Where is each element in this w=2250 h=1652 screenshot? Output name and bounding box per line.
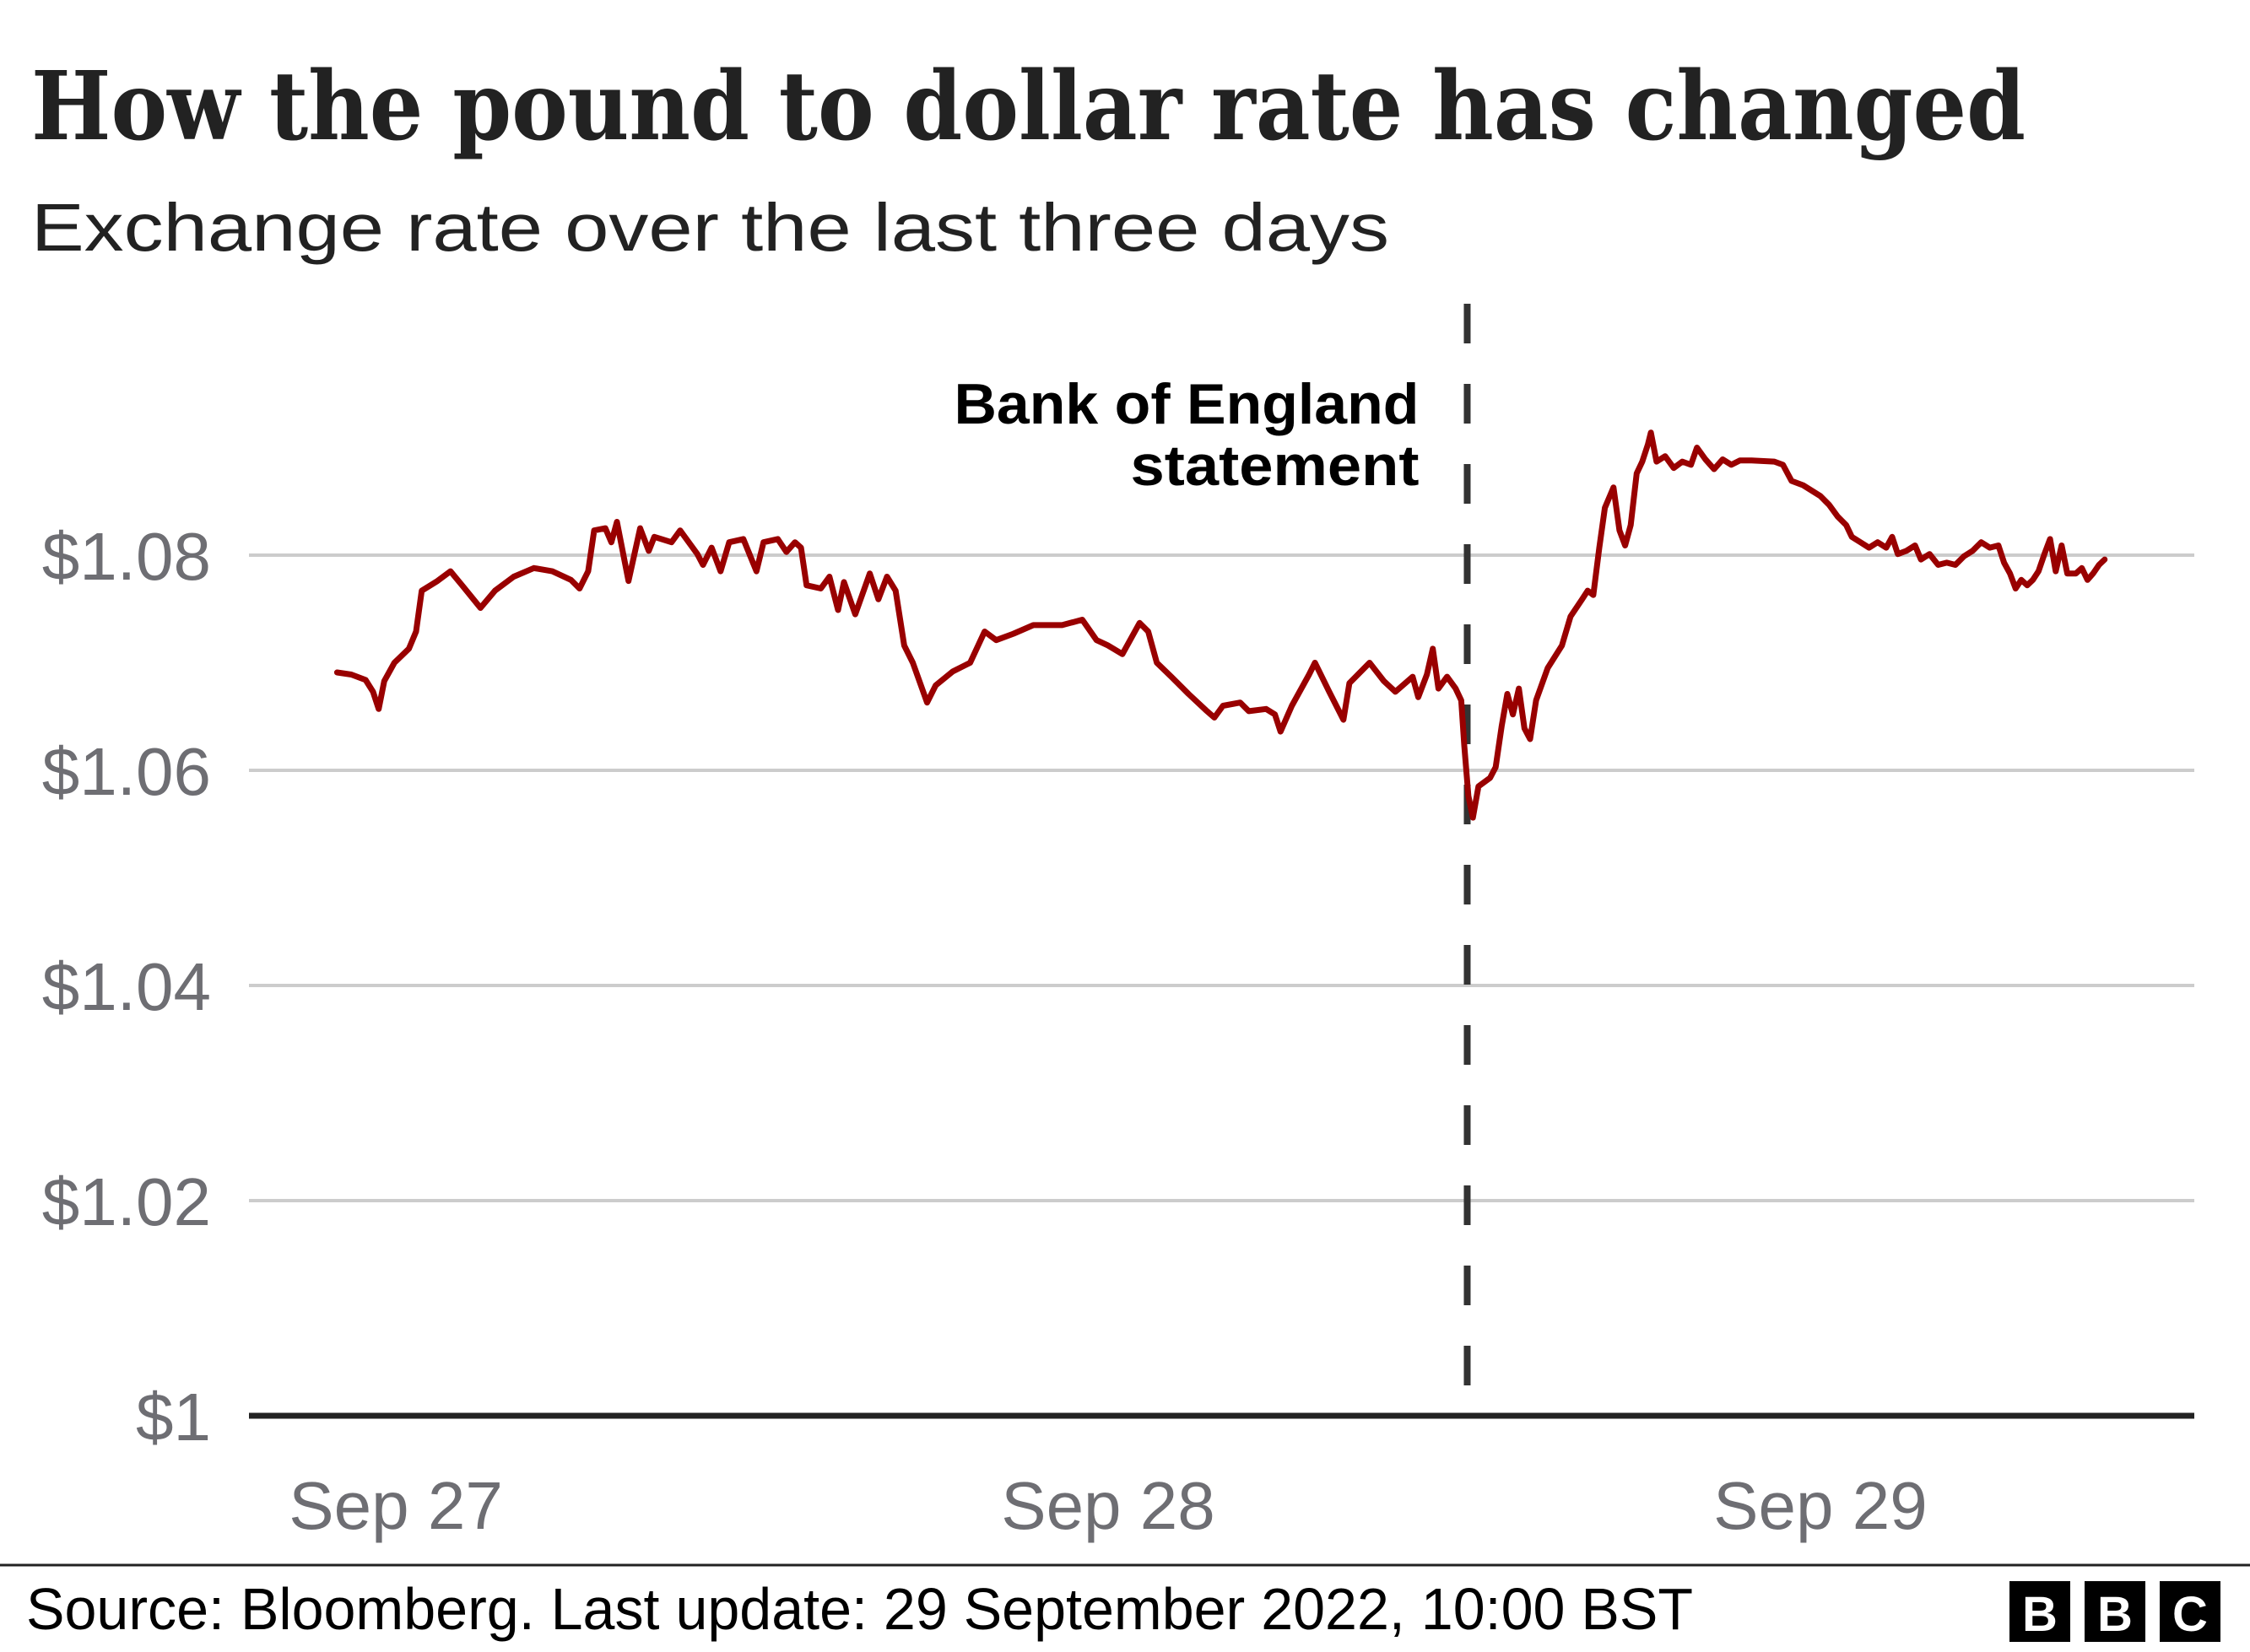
y-tick-label: $1.04 [42,949,211,1024]
exchange-rate-line [333,429,2108,821]
y-axis-ticks: $1.08 $1.06 $1.04 $1.02 $1 [42,519,211,1455]
footer-source: Source: Bloomberg. Last update: 29 Septe… [26,1576,1693,1642]
bbc-logo: B B C [2009,1581,2220,1642]
x-axis-ticks: Sep 27 Sep 28 Sep 29 [289,1468,1927,1543]
y-tick-label: $1.08 [42,519,211,594]
annotation-label-line-1: Bank of England [954,372,1419,436]
y-tick-label: $1 [136,1379,211,1455]
x-tick-label: Sep 27 [289,1468,503,1543]
chart-subtitle: Exchange rate over the last three days [31,190,1389,265]
bbc-logo-box-1 [2009,1581,2070,1642]
bbc-logo-letter-2: B [2097,1587,2133,1642]
bbc-logo-box-2 [2085,1581,2145,1642]
chart-title: How the pound to dollar rate has changed [31,51,2026,162]
x-tick-label: Sep 29 [1713,1468,1928,1543]
y-tick-label: $1.06 [42,734,211,809]
annotation-label-line-2: statement [1130,434,1419,498]
x-tick-label: Sep 28 [1001,1468,1215,1543]
gridlines [249,553,2194,1202]
bbc-logo-letter-1: B [2022,1587,2058,1642]
bbc-logo-letter-3: C [2172,1587,2208,1642]
annotation: Bank of England statement [954,304,1471,1416]
y-tick-label: $1.02 [42,1164,211,1239]
bbc-logo-box-3 [2160,1581,2220,1642]
